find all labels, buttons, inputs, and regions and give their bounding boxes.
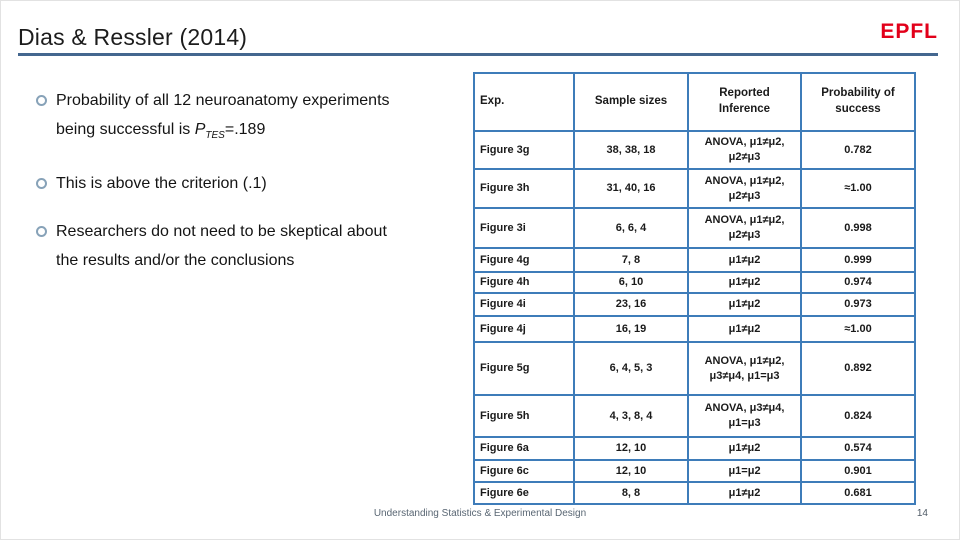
probability-cell: 0.974 [800, 271, 916, 294]
sample-sizes-cell: 23, 16 [573, 292, 689, 317]
column-header-probability: Probability of success [800, 72, 916, 132]
exp-cell: Figure 4g [473, 247, 575, 273]
inference-cell: ANOVA, μ3≠μ4, μ1=μ3 [687, 394, 802, 438]
table-row: Figure 3g 38, 38, 18 ANOVA, μ1≠μ2, μ2≠μ3 0.… [473, 130, 916, 170]
bullet-item-criterion: This is above the criterion (.1) [36, 169, 464, 198]
bullet-text: Researchers do not need to be skeptical … [56, 223, 387, 270]
page-title: Dias & Ressler (2014) [18, 24, 248, 50]
footer-title: Understanding Statistics & Experimental … [373, 508, 587, 519]
exp-cell: Figure 4h [473, 271, 575, 294]
probability-cell: 0.681 [800, 481, 916, 505]
column-header-reported-inference: Reported Inference [687, 72, 802, 132]
bullet-text: Probability of all 12 neuroanatomy exper… [56, 86, 390, 150]
exp-cell: Figure 5h [473, 394, 575, 438]
circle-bullet-icon [36, 95, 47, 106]
inference-cell: μ1≠μ2 [687, 315, 802, 343]
exp-cell: Figure 4j [473, 315, 575, 343]
column-header-exp: Exp. [473, 72, 575, 132]
table-row: Figure 6e 8, 8 μ1≠μ2 0.681 [473, 481, 916, 505]
sample-sizes-cell: 4, 3, 8, 4 [573, 394, 689, 438]
inference-cell: ANOVA, μ1≠μ2, μ3≠μ4, μ1=μ3 [687, 341, 802, 396]
inference-cell: ANOVA, μ1≠μ2, μ2≠μ3 [687, 130, 802, 170]
column-header-sample-sizes: Sample sizes [573, 72, 689, 132]
sample-sizes-cell: 6, 6, 4 [573, 207, 689, 249]
probability-cell: 0.901 [800, 459, 916, 483]
probability-cell: 0.824 [800, 394, 916, 438]
sample-sizes-cell: 6, 4, 5, 3 [573, 341, 689, 396]
sample-sizes-cell: 38, 38, 18 [573, 130, 689, 170]
exp-cell: Figure 6c [473, 459, 575, 483]
sample-sizes-cell: 31, 40, 16 [573, 168, 689, 209]
exp-cell: Figure 3h [473, 168, 575, 209]
table-row: Figure 4i 23, 16 μ1≠μ2 0.973 [473, 292, 916, 317]
probability-cell: ≈1.00 [800, 168, 916, 209]
table-row: Figure 5h 4, 3, 8, 4 ANOVA, μ3≠μ4, μ1=μ3 0.… [473, 394, 916, 438]
circle-bullet-icon [36, 226, 47, 238]
exp-cell: Figure 5g [473, 341, 575, 396]
inference-cell: μ1≠μ2 [687, 247, 802, 273]
table-row: Figure 4g 7, 8 μ1≠μ2 0.999 [473, 247, 916, 273]
inference-cell: ANOVA, μ1≠μ2, μ2≠μ3 [687, 168, 802, 209]
inference-cell: ANOVA, μ1≠μ2, μ2≠μ3 [687, 207, 802, 249]
exp-cell: Figure 6e [473, 481, 575, 505]
table-row: Figure 3i 6, 6, 4 ANOVA, μ1≠μ2, μ2≠μ3 0.998 [473, 207, 916, 249]
inference-cell: μ1≠μ2 [687, 292, 802, 317]
bullet-text-after: =.189 [224, 121, 266, 138]
sample-sizes-cell: 12, 10 [573, 436, 689, 461]
sample-sizes-cell: 12, 10 [573, 459, 689, 483]
probability-cell: 0.782 [800, 130, 916, 170]
table-row: Figure 4h 6, 10 μ1≠μ2 0.974 [473, 271, 916, 294]
sample-sizes-cell: 8, 8 [573, 481, 689, 505]
sample-sizes-cell: 6, 10 [573, 271, 689, 294]
exp-cell: Figure 3i [473, 207, 575, 249]
inference-cell: μ1≠μ2 [687, 481, 802, 505]
probability-symbol: P [194, 121, 206, 138]
exp-cell: Figure 3g [473, 130, 575, 170]
inference-cell: μ1=μ2 [687, 459, 802, 483]
bullet-item-probability: Probability of all 12 neuroanatomy exper… [36, 86, 464, 150]
bullet-text-before: Probability of all 12 neuroanatomy exper… [56, 92, 390, 138]
sample-sizes-cell: 7, 8 [573, 247, 689, 273]
probability-cell: 0.998 [800, 207, 916, 249]
inference-cell: μ1≠μ2 [687, 271, 802, 294]
table-row: Figure 3h 31, 40, 16 ANOVA, μ1≠μ2, μ2≠μ3 ≈1… [473, 168, 916, 209]
exp-cell: Figure 4i [473, 292, 575, 317]
probability-symbol-subscript: TES [205, 130, 225, 142]
results-table: Exp. Sample sizes Reported Inference Pro… [473, 72, 916, 505]
exp-cell: Figure 6a [473, 436, 575, 461]
table-row: Figure 6a 12, 10 μ1≠μ2 0.574 [473, 436, 916, 461]
table-row: Figure 6c 12, 10 μ1=μ2 0.901 [473, 459, 916, 483]
probability-cell: 0.999 [800, 247, 916, 273]
bullet-text: This is above the criterion (.1) [56, 175, 267, 193]
probability-cell: 0.574 [800, 436, 916, 461]
probability-cell: ≈1.00 [800, 315, 916, 343]
circle-bullet-icon [36, 178, 47, 190]
bullet-list: Probability of all 12 neuroanatomy exper… [36, 86, 464, 294]
bullet-item-skeptical: Researchers do not need to be skeptical … [36, 217, 464, 275]
sample-sizes-cell: 16, 19 [573, 315, 689, 343]
table-row: Figure 4j 16, 19 μ1≠μ2 ≈1.00 [473, 315, 916, 343]
table-header-row: Exp. Sample sizes Reported Inference Pro… [473, 72, 916, 132]
table-row: Figure 5g 6, 4, 5, 3 ANOVA, μ1≠μ2, μ3≠μ4, … [473, 341, 916, 396]
epfl-logo: EPFL [880, 20, 938, 43]
title-underline [18, 53, 938, 56]
probability-cell: 0.892 [800, 341, 916, 396]
inference-cell: μ1≠μ2 [687, 436, 802, 461]
probability-cell: 0.973 [800, 292, 916, 317]
page-number: 14 [916, 508, 928, 519]
